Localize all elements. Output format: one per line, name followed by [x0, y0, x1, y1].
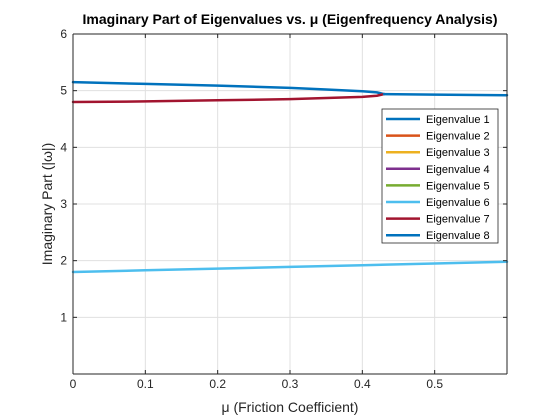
legend-entry: Eigenvalue 1 [426, 114, 490, 126]
y-tick-label: 4 [60, 140, 67, 154]
series-line-8 [382, 92, 509, 97]
legend-box [381, 108, 499, 244]
legend: Eigenvalue 1 Eigenvalue 2 Eigenvalue 3 Eige… [381, 108, 499, 244]
legend-entry: Eigenvalue 7 [426, 214, 490, 226]
x-axis-label: μ (Friction Coefficient) [222, 399, 359, 415]
series-line-6 [71, 260, 509, 274]
legend-entry: Eigenvalue 8 [426, 230, 490, 242]
legend-entry: Eigenvalue 3 [426, 147, 490, 159]
y-tick-label: 6 [60, 27, 67, 41]
x-tick-label: 0.5 [426, 377, 443, 391]
x-tick-label: 0.3 [282, 377, 299, 391]
legend-entry: Eigenvalue 4 [426, 164, 490, 176]
series-line-1 [71, 80, 386, 96]
y-tick-label: 2 [60, 254, 67, 268]
series-line-7 [71, 92, 386, 104]
x-tick-label: 0 [70, 377, 77, 391]
legend-entry: Eigenvalue 6 [426, 197, 490, 209]
series-lines [71, 80, 509, 274]
x-tick-label: 0.4 [354, 377, 371, 391]
y-tick-label: 5 [60, 84, 67, 98]
x-tick-label: 0.1 [137, 377, 154, 391]
y-ticks: 1 2 3 4 5 6 [60, 27, 507, 324]
chart-title: Imaginary Part of Eigenvalues vs. μ (Eig… [83, 11, 498, 27]
y-tick-label: 1 [60, 310, 67, 324]
legend-entry: Eigenvalue 5 [426, 180, 490, 192]
y-tick-label: 3 [60, 197, 67, 211]
legend-entry: Eigenvalue 2 [426, 131, 490, 143]
x-tick-label: 0.2 [209, 377, 226, 391]
x-ticks: 0 0.1 0.2 0.3 0.4 0.5 [70, 34, 443, 391]
y-axis-label: Imaginary Part (|ω|) [39, 143, 55, 265]
